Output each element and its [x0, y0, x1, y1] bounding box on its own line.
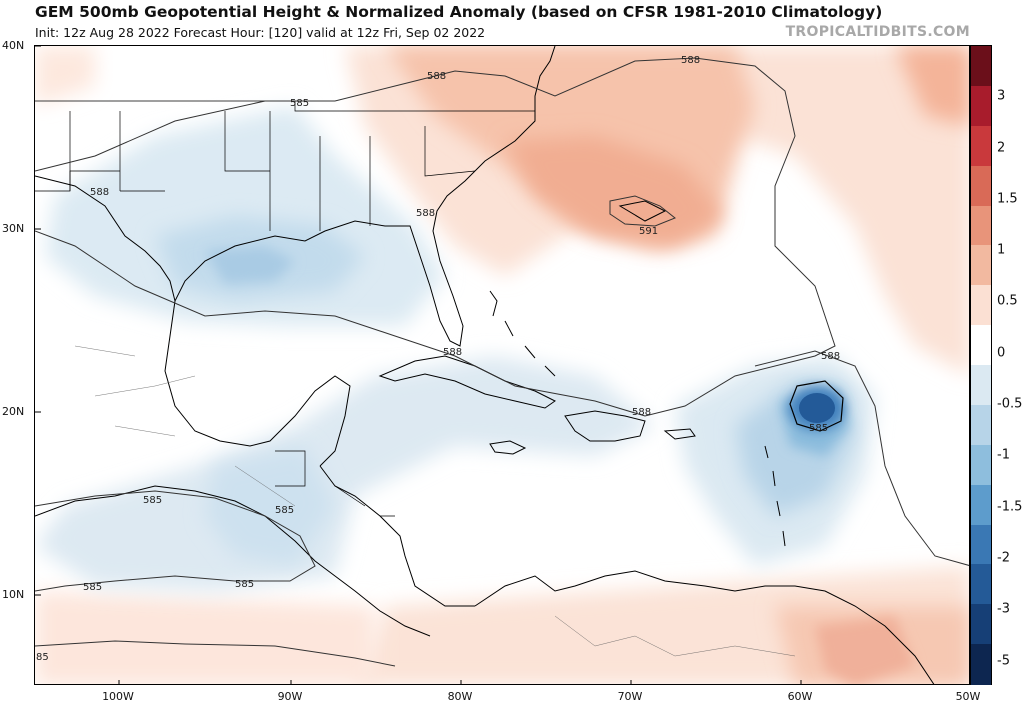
colorbar-segment: [971, 644, 991, 685]
site-watermark: TROPICALTIDBITS.COM: [785, 24, 970, 40]
colorbar-label: -1: [997, 447, 1010, 463]
contour-label: 585: [809, 423, 828, 434]
lat-label: 10N: [2, 588, 25, 601]
axis-ticks: [35, 46, 802, 684]
contour-label: 585: [83, 582, 102, 593]
contour-label: 588: [90, 187, 109, 198]
colorbar-segment: [971, 404, 991, 446]
contour-label: 585: [275, 505, 294, 516]
anomaly-shading: [35, 46, 969, 684]
map-panel: 588 588 585 588 588 591 588 588 588 585 …: [34, 45, 970, 685]
colorbar-label: 1: [997, 242, 1006, 258]
colorbar-segment: [971, 125, 991, 167]
contour-label: 588: [427, 71, 446, 82]
colorbar-label: 2: [997, 140, 1006, 156]
colorbar-segment: [971, 46, 991, 87]
colorbar-segment: [971, 205, 991, 246]
contour-label: 588: [821, 351, 840, 362]
contour-label: 85: [36, 652, 49, 663]
colorbar-segment: [971, 165, 991, 206]
colorbar-segment: [971, 484, 991, 525]
contour-label: 591: [639, 226, 658, 237]
lon-label: 50W: [955, 690, 981, 703]
colorbar-segment: [971, 245, 991, 286]
colorbar-label: 3: [997, 88, 1006, 104]
colorbar-segment: [971, 325, 991, 366]
colorbar-label: -5: [997, 653, 1010, 669]
colorbar-label: -2: [997, 550, 1010, 566]
lon-label: 100W: [102, 690, 134, 703]
political-borders: [35, 100, 535, 517]
lon-label: 90W: [277, 690, 303, 703]
lon-label: 60W: [787, 690, 813, 703]
lat-label: 20N: [2, 405, 25, 418]
height-contours: [35, 57, 969, 667]
colorbar-label: -1.5: [997, 499, 1023, 515]
lon-label: 70W: [617, 690, 643, 703]
colorbar-segment: [971, 285, 991, 326]
contour-label: 588: [416, 208, 435, 219]
contour-label: 585: [290, 98, 309, 109]
colorbar-segment: [971, 604, 991, 645]
map-svg: 588 588 585 588 588 591 588 588 588 585 …: [35, 46, 969, 684]
forecast-info: Init: 12z Aug 28 2022 Forecast Hour: [12…: [35, 25, 486, 40]
contour-label: 588: [632, 407, 651, 418]
contour-label: 585: [235, 579, 254, 590]
contour-label: 588: [443, 347, 462, 358]
colorbar-label: 0: [997, 345, 1006, 361]
contour-label: 588: [681, 55, 700, 66]
colorbar-label: -0.5: [997, 396, 1023, 412]
colorbar-label: -3: [997, 601, 1010, 617]
anomaly-colorbar: [970, 45, 992, 685]
contour-labels: 588 588 585 588 588 591 588 588 588 585 …: [36, 55, 840, 663]
contour-label: 585: [143, 495, 162, 506]
lat-label: 30N: [2, 222, 25, 235]
colorbar-segment: [971, 365, 991, 406]
lon-label: 80W: [447, 690, 473, 703]
colorbar-segment: [971, 564, 991, 605]
minor-borders: [74, 345, 796, 657]
colorbar-segment: [971, 85, 991, 127]
colorbar-label: 0.5: [997, 293, 1018, 309]
colorbar-segment: [971, 524, 991, 565]
colorbar-label: 1.5: [997, 191, 1018, 207]
lat-label: 40N: [2, 39, 25, 52]
colorbar-segment: [971, 444, 991, 486]
map-title: GEM 500mb Geopotential Height & Normaliz…: [35, 3, 883, 21]
